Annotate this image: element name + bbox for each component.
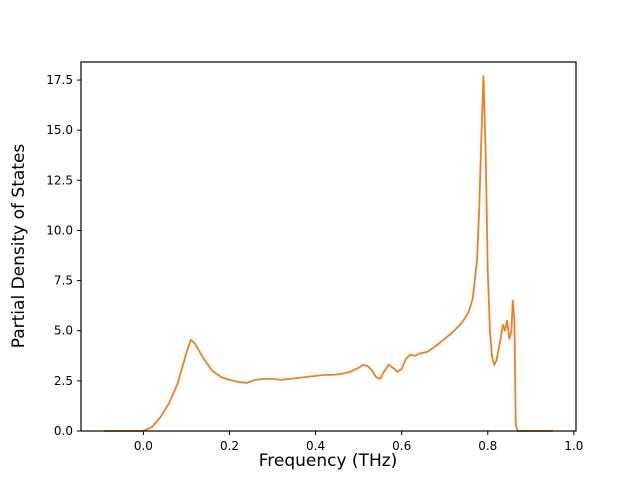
- y-tick-label: 17.5: [46, 73, 73, 87]
- x-tick-label: 0.6: [392, 439, 411, 453]
- x-tick-label: 0.0: [134, 439, 153, 453]
- y-tick-label: 0.0: [54, 424, 73, 438]
- y-tick-label: 2.5: [54, 374, 73, 388]
- x-tick-label: 0.4: [306, 439, 325, 453]
- y-tick-label: 7.5: [54, 274, 73, 288]
- plot-border: [80, 61, 577, 432]
- x-tick-label: 0.2: [220, 439, 239, 453]
- y-tick-label: 5.0: [54, 324, 73, 338]
- y-tick-label: 12.5: [46, 173, 73, 187]
- pdos-line: [103, 75, 554, 432]
- x-axis-label: Frequency (THz): [259, 451, 398, 471]
- x-tick-label: 0.8: [478, 439, 497, 453]
- y-tick-label: 15.0: [46, 123, 73, 137]
- y-tick-label: 10.0: [46, 223, 73, 237]
- x-tick-label: 1.0: [564, 439, 583, 453]
- y-axis-label: Partial Density of States: [9, 144, 29, 349]
- plot-area: 0.0 0.2 0.4 0.6 0.8 1.0 0.0 2.5 5.0 7.5 10.0 12.5 15…: [46, 61, 583, 453]
